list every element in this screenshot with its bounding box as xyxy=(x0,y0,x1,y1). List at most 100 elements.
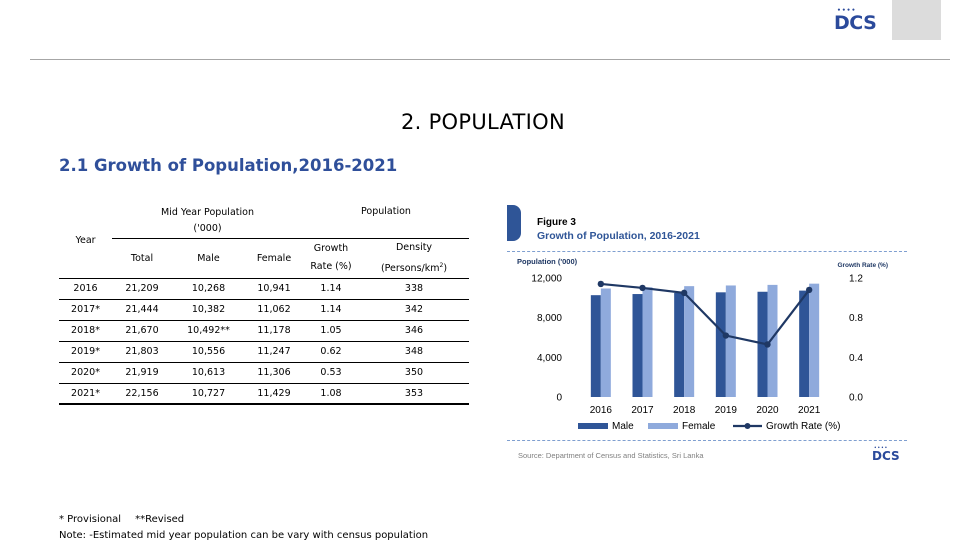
cell-growth: 1.14 xyxy=(303,277,359,300)
cell-male: 10,382 xyxy=(172,299,245,321)
growth-rate-point-2020 xyxy=(764,341,771,348)
cell-growth: 0.53 xyxy=(303,362,359,384)
bar-male-2021 xyxy=(799,290,810,397)
bar-male-2017 xyxy=(632,294,643,397)
footnote-line: * Provisional **Revised xyxy=(59,514,198,525)
logo-text: DCS xyxy=(834,12,877,34)
header-female: Female xyxy=(256,252,292,264)
header-density: Density (Persons/km2) xyxy=(359,238,469,278)
header-density-line1: Density xyxy=(395,241,433,253)
cell-female: 11,178 xyxy=(245,320,303,342)
header-growth-line2: Rate (%) xyxy=(310,261,352,273)
bar-female-2017 xyxy=(642,287,653,397)
figure-title: Growth of Population, 2016-2021 xyxy=(537,230,700,242)
cell-female: 11,062 xyxy=(245,299,303,321)
cell-total: 21,209 xyxy=(112,277,172,300)
cell-male: 10,492** xyxy=(172,320,245,342)
table-subheader-row: Total Male Female Growth Rate (%) Densit… xyxy=(59,238,469,278)
cell-total: 21,444 xyxy=(112,299,172,321)
y-tick-label: 8,000 xyxy=(537,313,562,324)
y-right-tick-label: 1.2 xyxy=(849,274,863,285)
cell-density: 353 xyxy=(359,383,469,406)
x-tick-label: 2018 xyxy=(673,405,696,416)
x-tick-label: 2017 xyxy=(631,405,654,416)
logo-dots: •••• xyxy=(837,7,857,14)
header-total: Total xyxy=(130,252,154,264)
y-right-tick-label: 0.0 xyxy=(849,393,863,404)
figure-tab-marker xyxy=(507,205,521,241)
table-row: 2018* 21,670 10,492** 11,178 1.05 346 xyxy=(59,320,469,342)
y-axis-right-title: Growth Rate (%) xyxy=(837,262,888,269)
table-row: 2016 21,209 10,268 10,941 1.14 338 xyxy=(59,277,469,300)
figure-dcs-logo: •••• DCS xyxy=(872,445,900,463)
legend-swatch-growth-marker xyxy=(744,423,751,429)
x-tick-label: 2016 xyxy=(590,405,613,416)
x-tick-label: 2020 xyxy=(756,405,779,416)
legend-swatch-female xyxy=(648,423,678,429)
page-title: 2. POPULATION xyxy=(400,110,565,134)
header-year: Year xyxy=(75,235,96,247)
cell-density: 346 xyxy=(359,320,469,342)
header-mid-year-line2: ('000) xyxy=(193,222,222,234)
table-row: 2017* 21,444 10,382 11,062 1.14 342 xyxy=(59,299,469,321)
section-title: 2.1 Growth of Population,2016-2021 xyxy=(59,156,398,175)
cell-growth: 1.08 xyxy=(303,383,359,406)
bar-female-2018 xyxy=(684,286,695,397)
cell-male: 10,556 xyxy=(172,341,245,363)
table-header-row: Year Mid Year Population ('000) Populati… xyxy=(59,204,469,246)
cell-total: 21,803 xyxy=(112,341,172,363)
header-male: Male xyxy=(197,252,220,264)
bar-female-2019 xyxy=(725,285,736,397)
growth-rate-point-2016 xyxy=(597,280,605,288)
y-right-tick-label: 0.8 xyxy=(849,313,863,324)
figure-logo-dots: •••• xyxy=(874,445,889,450)
cell-female: 11,247 xyxy=(245,341,303,363)
cell-density: 342 xyxy=(359,299,469,321)
header-population: Population xyxy=(303,204,469,239)
growth-rate-line xyxy=(600,282,811,346)
table-body: 2016 21,209 10,268 10,941 1.14 338 2017* 21,444… xyxy=(59,277,469,406)
bar-male-2019 xyxy=(715,292,726,397)
bar-male-2018 xyxy=(674,292,685,397)
cell-male: 10,268 xyxy=(172,277,245,300)
figure-logo-text: DCS xyxy=(872,449,900,463)
cell-density: 350 xyxy=(359,362,469,384)
figure-bottom-dashed-rule xyxy=(507,440,907,441)
bar-male-2016 xyxy=(590,295,601,397)
cell-year: 2021* xyxy=(59,383,112,406)
dcs-logo: •••• DCS xyxy=(834,7,877,34)
header-growth-rate: Growth Rate (%) xyxy=(303,238,359,278)
bar-female-2021 xyxy=(809,283,820,397)
legend-swatch-male xyxy=(578,423,608,429)
figure-top-dashed-rule xyxy=(507,251,907,252)
legend-label-growth-rate: Growth Rate (%) xyxy=(766,421,840,432)
cell-year: 2020* xyxy=(59,362,112,384)
figure-number: Figure 3 xyxy=(537,217,576,228)
x-tick-label: 2021 xyxy=(798,405,821,416)
cell-total: 21,919 xyxy=(112,362,172,384)
growth-rate-point-2018 xyxy=(680,289,688,297)
cell-year: 2019* xyxy=(59,341,112,363)
figure-source: Source: Department of Census and Statist… xyxy=(518,451,704,460)
header-growth-line1: Growth xyxy=(313,243,349,255)
footnote-provisional: * Provisional xyxy=(59,514,122,525)
cell-total: 22,156 xyxy=(112,383,172,406)
table-row: 2020* 21,919 10,613 11,306 0.53 350 xyxy=(59,362,469,384)
header-density-line2: (Persons/km2) xyxy=(359,257,469,278)
table-row: 2021* 22,156 10,727 11,429 1.08 353 xyxy=(59,383,469,406)
population-chart: Population ('000) Growth Rate (%) 0 4,000 8,… xyxy=(517,257,888,432)
cell-growth: 1.14 xyxy=(303,299,359,321)
y-tick-label: 4,000 xyxy=(537,353,562,364)
table-row: 2019* 21,803 10,556 11,247 0.62 348 xyxy=(59,341,469,363)
y-right-tick-label: 0.4 xyxy=(849,353,863,364)
cell-male: 10,613 xyxy=(172,362,245,384)
header-mid-year-population: Mid Year Population ('000) xyxy=(112,204,303,239)
header-mid-year-line1: Mid Year Population xyxy=(161,206,254,218)
footnote-note: Note: -Estimated mid year population can… xyxy=(59,530,429,541)
population-table: Year Mid Year Population ('000) Populati… xyxy=(59,204,469,406)
cell-year: 2018* xyxy=(59,320,112,342)
bar-female-2016 xyxy=(600,288,611,397)
cell-total: 21,670 xyxy=(112,320,172,342)
y-axis-title: Population ('000) xyxy=(517,257,578,266)
cell-growth: 1.05 xyxy=(303,320,359,342)
